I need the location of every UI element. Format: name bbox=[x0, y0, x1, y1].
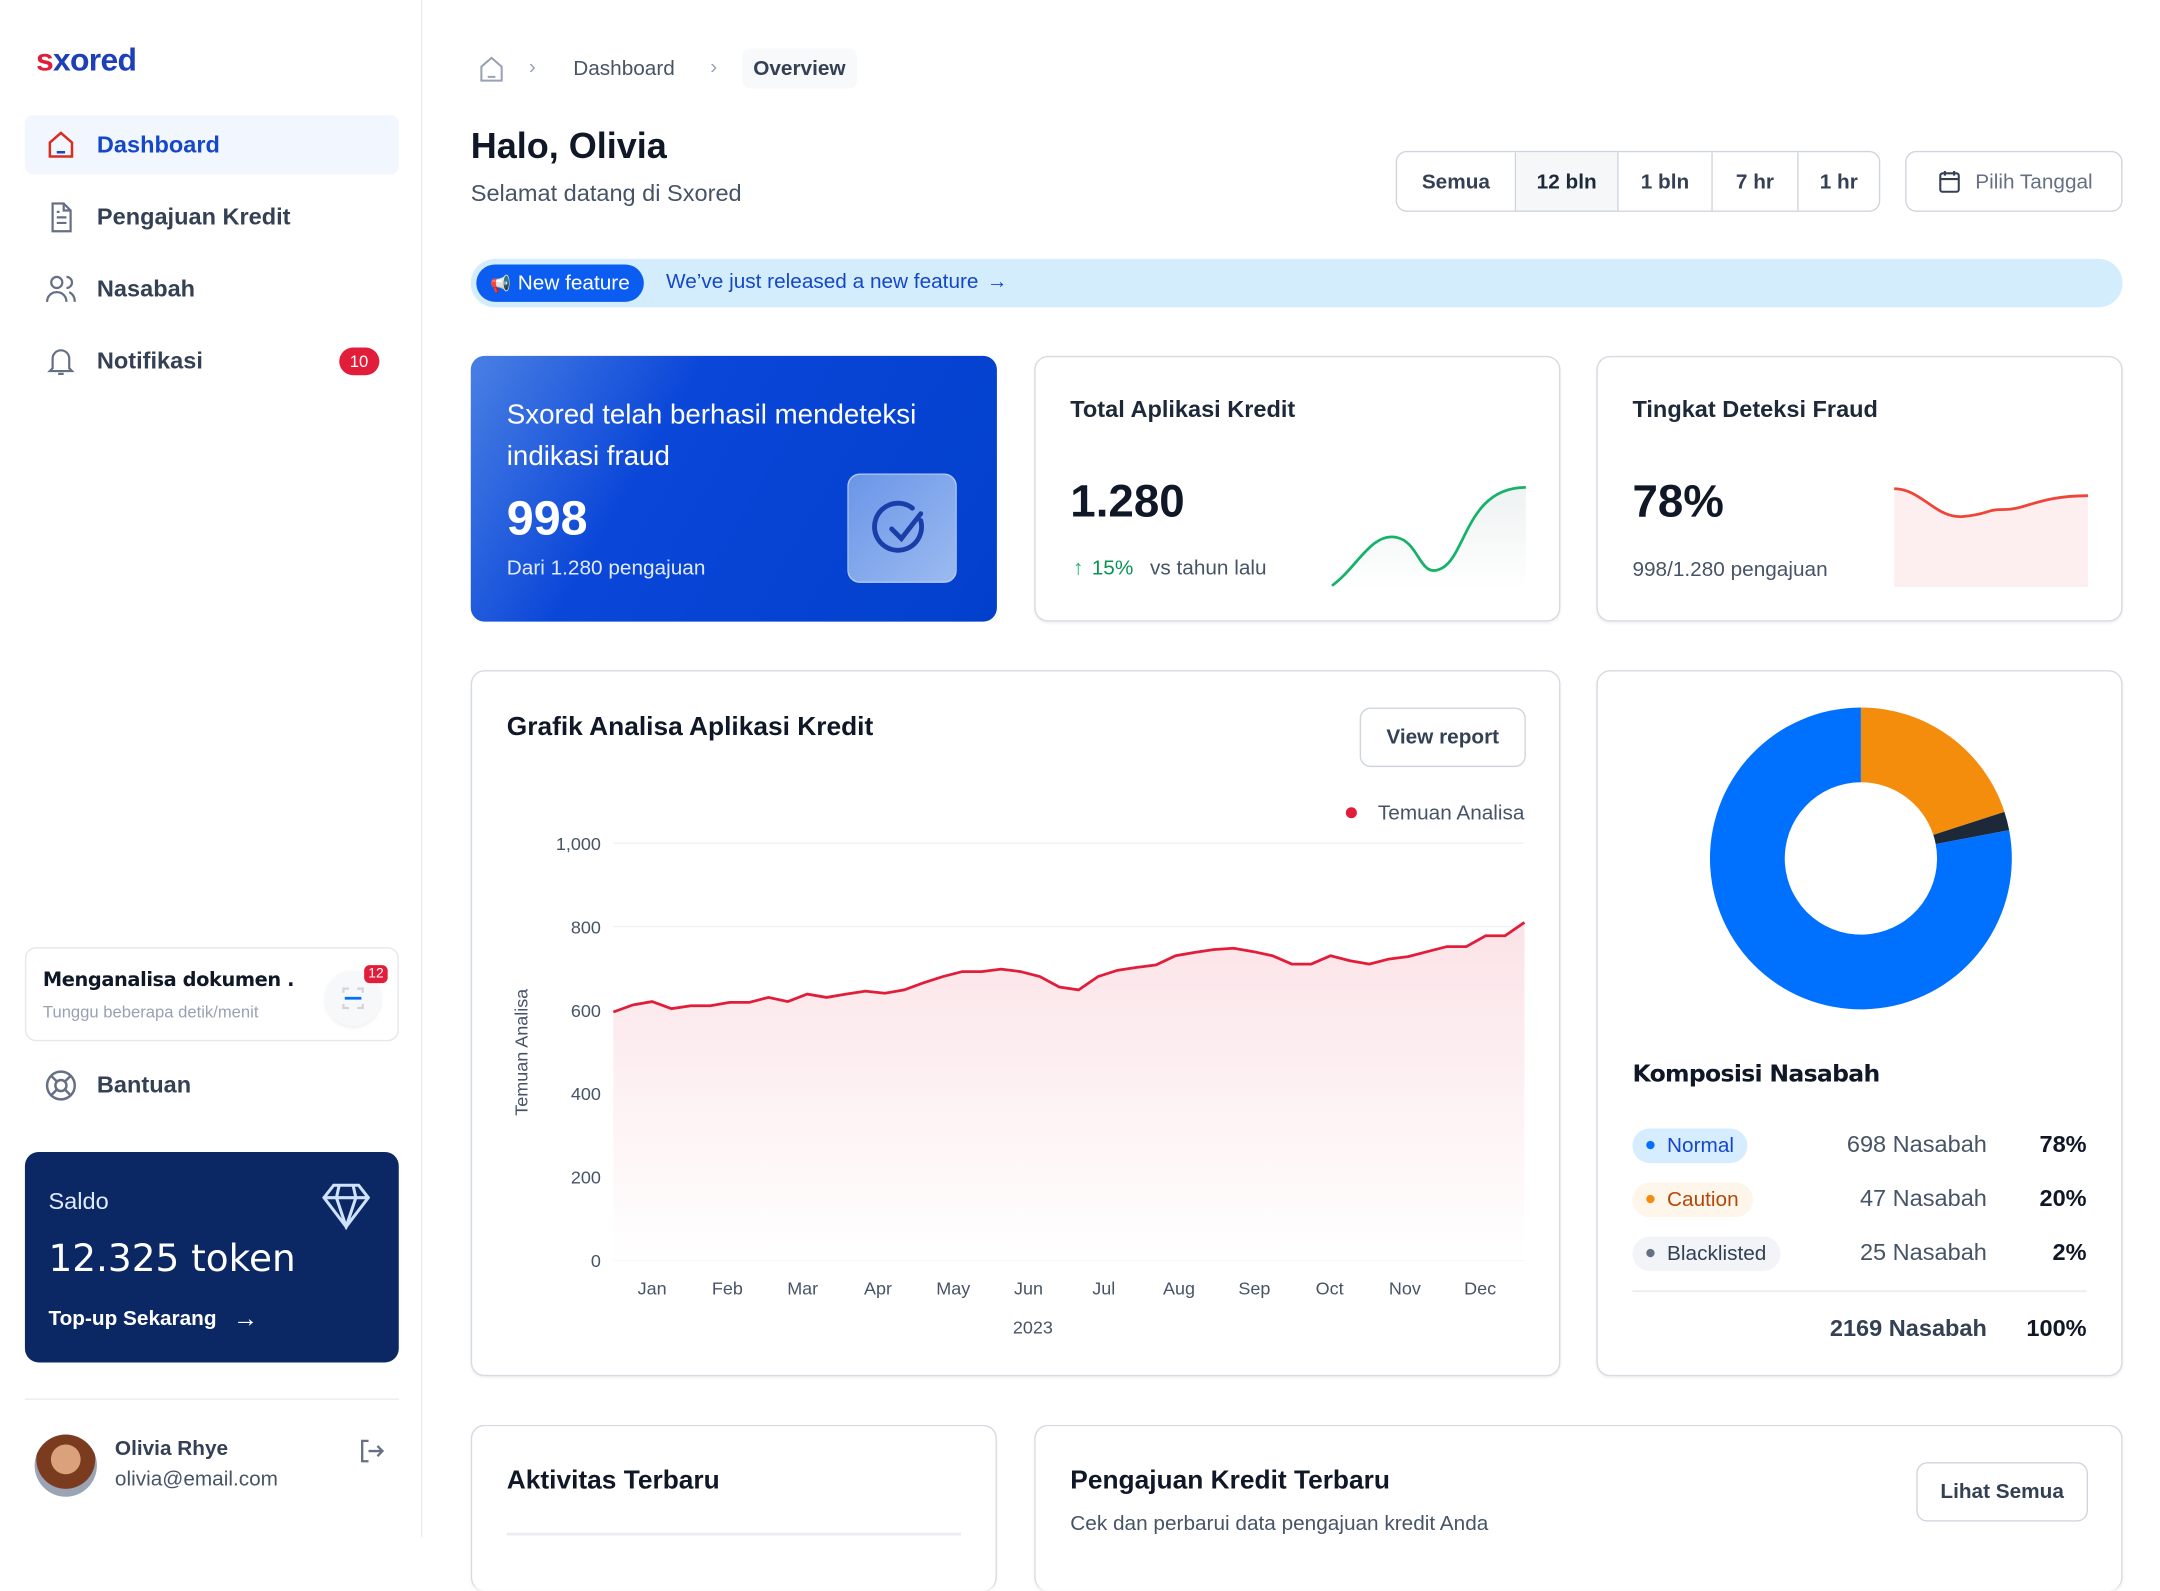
x-tick-label: May bbox=[936, 1279, 970, 1299]
latest-applications-card: Pengajuan Kredit Terbaru Cek dan perbaru… bbox=[1034, 1425, 2122, 1591]
period-filter: Semua 12 bln 1 bln 7 hr 1 hr bbox=[1396, 151, 1881, 212]
topup-link[interactable]: Top-up Sekarang→ bbox=[48, 1304, 258, 1333]
x-tick-label: Sep bbox=[1238, 1279, 1270, 1299]
x-tick-label: Nov bbox=[1389, 1279, 1421, 1299]
total-applications-card: Total Aplikasi Kredit 1.280 ↑ 15% vs tah… bbox=[1034, 356, 1560, 622]
donut-chart bbox=[1709, 706, 2014, 1011]
legend-marker bbox=[1346, 807, 1357, 818]
x-tick-label: Aug bbox=[1163, 1279, 1195, 1299]
x-tick-label: Jun bbox=[1014, 1279, 1043, 1299]
y-axis-title: Temuan Analisa bbox=[512, 989, 532, 1116]
filter-12-bln[interactable]: 12 bln bbox=[1516, 152, 1618, 210]
divider bbox=[25, 1398, 399, 1399]
users-icon bbox=[44, 272, 77, 305]
legend-label: Temuan Analisa bbox=[1378, 802, 1525, 825]
page-title: Halo, Olivia bbox=[471, 125, 667, 168]
page-subtitle: Selamat datang di Sxored bbox=[471, 180, 742, 208]
sidebar-item-nasabah[interactable]: Nasabah bbox=[25, 259, 399, 319]
file-icon bbox=[44, 200, 77, 233]
y-tick-label: 200 bbox=[571, 1168, 601, 1188]
y-tick-label: 1,000 bbox=[556, 834, 601, 854]
new-feature-badge: 📢New feature bbox=[476, 264, 643, 301]
x-tick-label: Feb bbox=[712, 1279, 743, 1299]
status-dot-icon bbox=[1646, 1195, 1654, 1203]
x-tick-label: Mar bbox=[787, 1279, 818, 1299]
composition-total-row: 2169 Nasabah 100% bbox=[1632, 1310, 2086, 1349]
divider bbox=[507, 1533, 961, 1536]
sidebar-item-notifikasi[interactable]: Notifikasi 10 bbox=[25, 331, 399, 391]
area-chart: 0 200 400 600 800 1,000 Jan Feb Mar Apr May Jun Jul A… bbox=[472, 672, 1562, 1378]
x-tick-label: Dec bbox=[1464, 1279, 1496, 1299]
calendar-icon bbox=[1935, 168, 1963, 196]
x-tick-label: Jan bbox=[638, 1279, 667, 1299]
bell-icon bbox=[44, 344, 77, 377]
y-tick-label: 400 bbox=[571, 1084, 601, 1104]
fraud-rate-sparkline bbox=[1894, 485, 2088, 587]
y-tick-label: 0 bbox=[591, 1251, 601, 1271]
home-icon bbox=[44, 128, 77, 161]
megaphone-icon: 📢 bbox=[490, 273, 511, 292]
analysis-chart-card: Grafik Analisa Aplikasi Kredit View repo… bbox=[471, 670, 1561, 1376]
check-badge-icon bbox=[847, 474, 956, 583]
avatar[interactable] bbox=[35, 1434, 97, 1496]
analysis-status-card: Menganalisa dokumen . Tunggu beberapa de… bbox=[25, 947, 399, 1041]
notification-badge: 10 bbox=[339, 347, 380, 375]
breadcrumb-overview[interactable]: Overview bbox=[742, 48, 857, 88]
date-picker-button[interactable]: Pilih Tanggal bbox=[1905, 151, 2122, 212]
banner-link[interactable]: We’ve just released a new feature→ bbox=[666, 270, 1008, 294]
y-tick-label: 800 bbox=[571, 917, 601, 937]
y-tick-label: 600 bbox=[571, 1001, 601, 1021]
status-badge: Blacklisted bbox=[1632, 1236, 1780, 1271]
arrow-right-icon: → bbox=[233, 1304, 258, 1333]
logout-icon[interactable] bbox=[356, 1436, 386, 1466]
status-badge: Normal bbox=[1632, 1128, 1747, 1163]
x-tick-label: Oct bbox=[1316, 1279, 1344, 1299]
filter-1-bln[interactable]: 1 bln bbox=[1619, 152, 1713, 210]
sidebar: sxored Dashboard Pengajuan Kredit Nasaba… bbox=[0, 0, 422, 1537]
analysis-badge: 12 bbox=[364, 965, 388, 983]
fraud-rate-card: Tingkat Deteksi Fraud 78% 998/1.280 peng… bbox=[1596, 356, 2122, 622]
balance-card: Saldo 12.325 token Top-up Sekarang→ bbox=[25, 1152, 399, 1362]
activity-card: Aktivitas Terbaru bbox=[471, 1425, 997, 1591]
sidebar-item-dashboard[interactable]: Dashboard bbox=[25, 115, 399, 175]
status-badge: Caution bbox=[1632, 1182, 1752, 1217]
home-icon[interactable] bbox=[476, 54, 506, 84]
divider bbox=[1632, 1290, 2086, 1291]
sidebar-item-bantuan[interactable]: Bantuan bbox=[25, 1055, 399, 1115]
chevron-right-icon: › bbox=[529, 55, 536, 79]
logo[interactable]: sxored bbox=[36, 42, 136, 79]
filter-7-hr[interactable]: 7 hr bbox=[1713, 152, 1799, 210]
filter-1-hr[interactable]: 1 hr bbox=[1799, 152, 1879, 210]
see-all-button[interactable]: Lihat Semua bbox=[1916, 1462, 2088, 1522]
filter-semua[interactable]: Semua bbox=[1397, 152, 1516, 210]
sidebar-item-pengajuan-kredit[interactable]: Pengajuan Kredit bbox=[25, 187, 399, 247]
fraud-detected-card: Sxored telah berhasil mendeteksi indikas… bbox=[471, 356, 997, 622]
status-dot-icon bbox=[1646, 1249, 1654, 1257]
total-sparkline bbox=[1329, 485, 1528, 590]
x-tick-label: Jul bbox=[1092, 1279, 1115, 1299]
chevron-right-icon: › bbox=[710, 55, 717, 79]
lifebuoy-icon bbox=[44, 1068, 77, 1101]
breadcrumb-dashboard[interactable]: Dashboard bbox=[573, 57, 675, 81]
feature-banner[interactable]: 📢New feature We’ve just released a new f… bbox=[471, 259, 2123, 307]
arrow-up-icon: ↑ bbox=[1073, 557, 1083, 581]
x-tick-label: Apr bbox=[864, 1279, 892, 1299]
diamond-icon bbox=[321, 1182, 371, 1229]
donut-slice-caution bbox=[1861, 708, 2005, 835]
status-dot-icon bbox=[1646, 1141, 1654, 1149]
x-axis-title: 2023 bbox=[1013, 1317, 1053, 1337]
arrow-right-icon: → bbox=[987, 270, 1008, 294]
area-fill bbox=[613, 922, 1524, 1260]
